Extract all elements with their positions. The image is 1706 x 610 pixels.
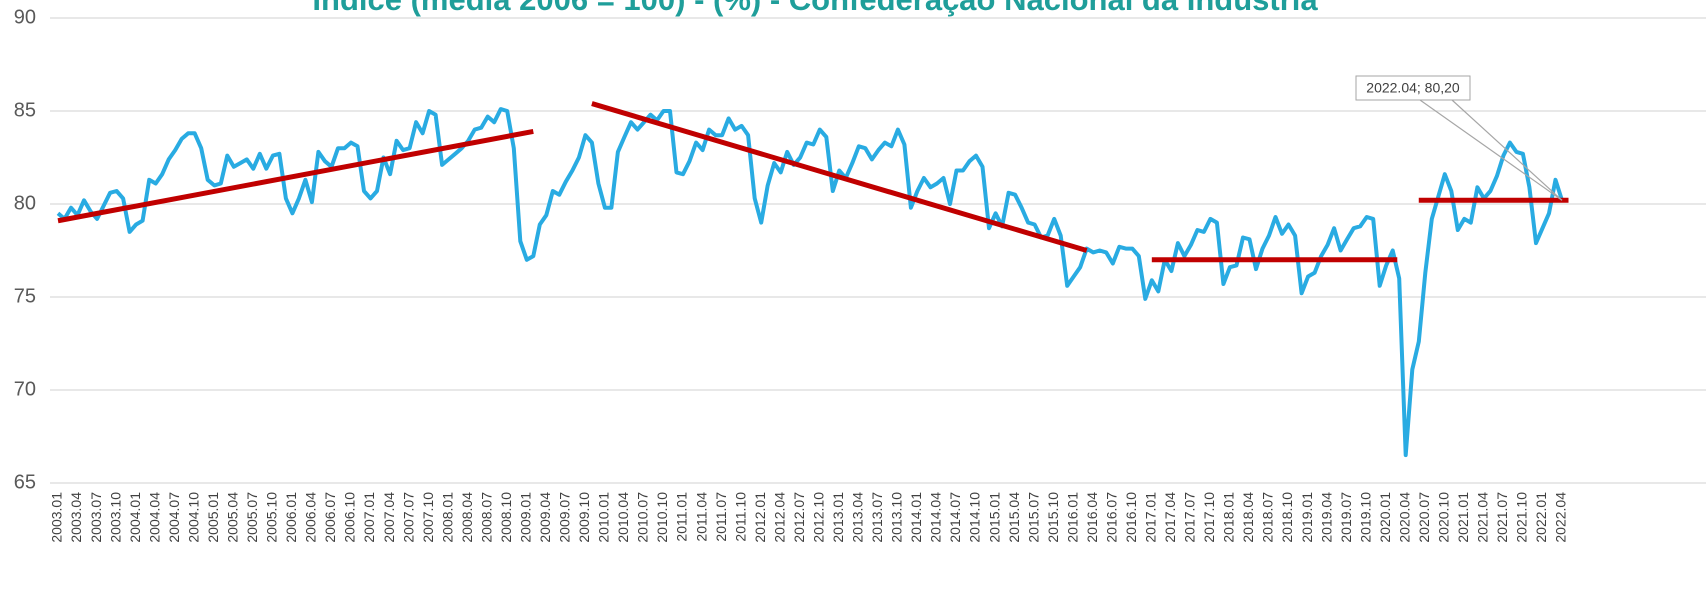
x-tick-label: 2010.07 [635,492,651,543]
x-tick-label: 2009.10 [576,492,592,543]
y-tick-label: 70 [14,378,36,400]
x-tick-label: 2018.07 [1260,492,1276,543]
x-tick-label: 2022.04 [1553,492,1569,543]
x-tick-label: 2014.07 [947,492,963,543]
x-tick-label: 2006.01 [283,492,299,543]
y-tick-label: 85 [14,99,36,121]
y-tick-label: 80 [14,192,36,214]
chart-title: Índice (média 2006 = 100) - (%) - Confed… [312,0,1318,17]
x-tick-label: 2008.01 [439,492,455,543]
x-tick-label: 2006.10 [342,492,358,543]
x-tick-label: 2005.01 [205,492,221,543]
x-tick-label: 2019.10 [1357,492,1373,543]
x-tick-label: 2009.07 [557,492,573,543]
x-tick-label: 2010.04 [615,492,631,543]
x-tick-label: 2003.10 [107,492,123,543]
x-tick-label: 2012.10 [810,492,826,543]
x-tick-label: 2017.07 [1182,492,1198,543]
x-tick-label: 2003.04 [68,492,84,543]
x-tick-label: 2006.04 [303,492,319,543]
y-tick-label: 90 [14,6,36,28]
x-tick-label: 2015.10 [1045,492,1061,543]
x-tick-label: 2016.01 [1064,492,1080,543]
x-tick-label: 2022.01 [1533,492,1549,543]
x-tick-label: 2019.07 [1338,492,1354,543]
x-tick-label: 2005.04 [224,492,240,543]
x-tick-label: 2019.04 [1318,492,1334,543]
x-tick-label: 2017.10 [1201,492,1217,543]
x-tick-label: 2021.07 [1494,492,1510,543]
x-tick-label: 2015.04 [1006,492,1022,543]
x-tick-label: 2020.01 [1377,492,1393,543]
annotation-box [1355,75,1471,101]
y-tick-label: 65 [14,471,36,493]
x-tick-label: 2016.07 [1103,492,1119,543]
x-tick-label: 2019.01 [1299,492,1315,543]
annotation-leader [1419,99,1563,201]
x-tick-label: 2012.01 [752,492,768,543]
y-tick-label: 75 [14,285,36,307]
x-tick-label: 2010.10 [654,492,670,543]
x-tick-label: 2012.04 [771,492,787,543]
x-tick-label: 2016.10 [1123,492,1139,543]
x-tick-label: 2007.04 [381,492,397,543]
x-tick-label: 2008.10 [498,492,514,543]
x-tick-label: 2006.07 [322,492,338,543]
x-tick-label: 2015.07 [1025,492,1041,543]
x-tick-label: 2007.01 [361,492,377,543]
x-tick-label: 2013.07 [869,492,885,543]
x-tick-label: 2014.04 [928,492,944,543]
x-tick-label: 2004.01 [127,492,143,543]
x-tick-label: 2021.10 [1514,492,1530,543]
x-tick-label: 2016.04 [1084,492,1100,543]
x-tick-label: 2009.04 [537,492,553,543]
trend-line [591,101,1088,253]
x-tick-label: 2017.01 [1143,492,1159,543]
x-tick-label: 2004.04 [146,492,162,543]
x-tick-label: 2011.04 [693,492,709,542]
x-tick-label: 2014.01 [908,492,924,543]
x-tick-label: 2011.07 [713,492,729,542]
x-tick-label: 2005.07 [244,492,260,543]
x-tick-label: 2011.10 [732,492,748,542]
x-tick-label: 2021.01 [1455,492,1471,543]
x-tick-label: 2018.10 [1279,492,1295,543]
data-line [56,107,1564,458]
x-tick-label: 2020.10 [1436,492,1452,543]
x-tick-label: 2013.01 [830,492,846,543]
x-tick-label: 2012.07 [791,492,807,543]
x-tick-label: 2020.07 [1416,492,1432,543]
x-tick-label: 2004.07 [166,492,182,543]
x-tick-label: 2018.04 [1240,492,1256,543]
x-tick-label: 2005.10 [264,492,280,543]
x-tick-label: 2018.01 [1221,492,1237,543]
x-tick-label: 2021.04 [1475,492,1491,543]
x-tick-label: 2017.04 [1162,492,1178,543]
annotation-leader [1451,99,1563,201]
x-tick-label: 2003.07 [88,492,104,543]
x-tick-label: 2007.07 [400,492,416,543]
annotation-text: 2022.04; 80,20 [1366,80,1460,96]
x-tick-label: 2020.04 [1396,492,1412,543]
x-tick-label: 2008.07 [478,492,494,543]
x-tick-label: 2013.04 [850,492,866,543]
trend-line [57,129,534,224]
x-tick-label: 2010.01 [596,492,612,543]
x-tick-label: 2013.10 [889,492,905,543]
x-tick-label: 2003.01 [49,492,65,543]
x-tick-label: 2009.01 [517,492,533,543]
x-tick-label: 2014.10 [967,492,983,543]
x-tick-label: 2004.10 [185,492,201,543]
x-tick-label: 2015.01 [986,492,1002,543]
x-tick-label: 2007.10 [420,492,436,543]
x-tick-label: 2008.04 [459,492,475,543]
x-tick-label: 2011.01 [674,492,690,542]
